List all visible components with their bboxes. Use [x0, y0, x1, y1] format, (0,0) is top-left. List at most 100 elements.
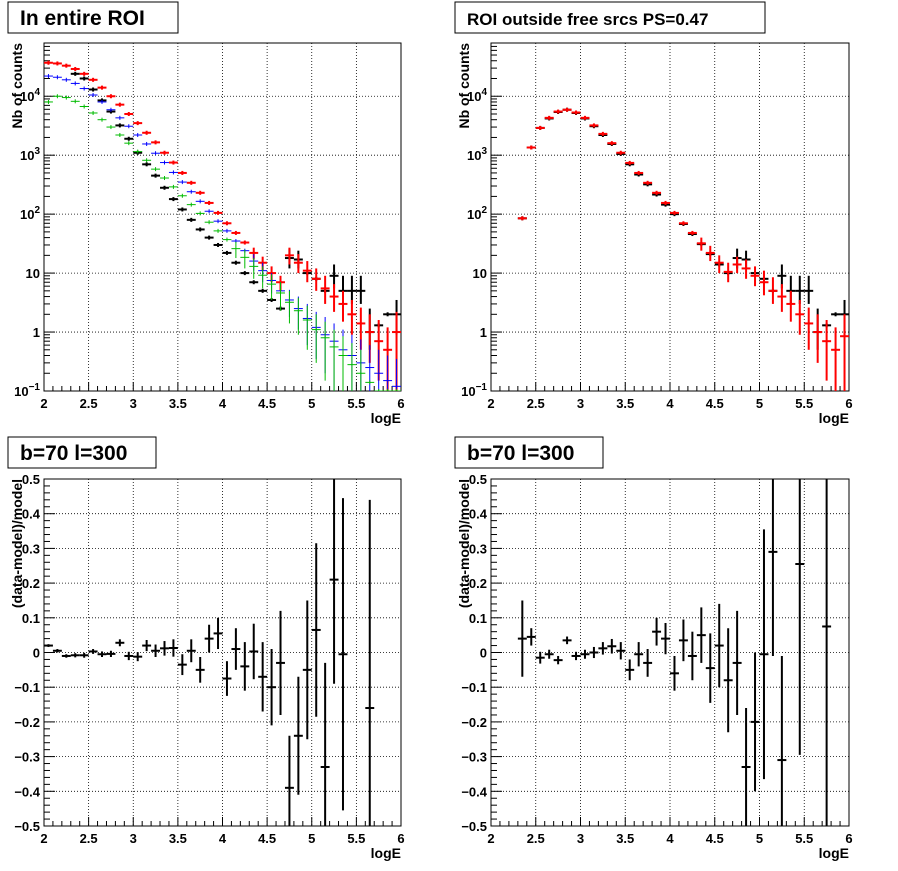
series-2 — [517, 107, 849, 391]
data-point — [258, 642, 268, 712]
x-axis-label: logE — [371, 845, 401, 861]
data-point — [151, 167, 161, 172]
x-tick-label: 6 — [397, 396, 404, 411]
x-tick-label: 4.5 — [706, 831, 724, 846]
y-tick-label: −0.3 — [461, 750, 487, 765]
data-point — [70, 66, 80, 71]
data-point — [204, 220, 214, 225]
x-tick-label: 2.5 — [527, 396, 545, 411]
y-tick-label: 103 — [467, 146, 487, 163]
data-point — [383, 355, 393, 391]
data-point — [115, 123, 125, 128]
data-point — [258, 288, 268, 293]
x-tick-label: 2.5 — [527, 831, 545, 846]
data-point — [616, 150, 626, 155]
data-point — [320, 662, 330, 826]
data-point — [133, 121, 143, 126]
data-point — [160, 641, 169, 656]
data-point — [168, 160, 178, 165]
chart-panel-3: 2 2.5 3 3.5 4 4.5 5 5.5 6logE−0.5−0.4−0.3−0.2−0.… — [7, 436, 405, 861]
y-tick-label: 0.1 — [22, 611, 40, 626]
y-tick-label: −0.4 — [14, 784, 40, 799]
data-point — [222, 661, 232, 696]
data-point — [356, 275, 366, 304]
data-point — [383, 312, 393, 317]
chart-panel-1: 2 2.5 3 3.5 4 4.5 5 5.5 6logE10−1110102103104Nb … — [7, 1, 405, 426]
data-point — [822, 479, 832, 826]
data-point — [795, 479, 805, 755]
data-point — [374, 389, 384, 391]
data-point — [222, 250, 232, 255]
x-tick-label: 3 — [577, 831, 584, 846]
data-point — [302, 600, 312, 740]
data-point — [741, 259, 751, 279]
data-point — [535, 125, 545, 130]
data-point — [562, 107, 572, 112]
data-point — [831, 312, 841, 317]
data-point — [768, 277, 778, 304]
data-point — [813, 314, 823, 363]
x-tick-label: 4 — [219, 396, 227, 411]
data-point — [44, 60, 53, 65]
data-point — [88, 92, 98, 97]
data-point — [329, 479, 339, 684]
data-point — [293, 676, 303, 795]
x-tick-label: 3 — [130, 396, 137, 411]
data-point — [670, 210, 679, 215]
x-tick-label: 4 — [219, 831, 227, 846]
data-point — [204, 235, 214, 240]
data-point — [61, 63, 71, 68]
data-point — [177, 193, 187, 198]
data-point — [535, 651, 545, 664]
series-1 — [44, 479, 375, 826]
data-point — [70, 71, 80, 76]
y-tick-label: 1 — [33, 325, 40, 340]
data-point — [231, 260, 241, 265]
data-point — [616, 642, 626, 660]
series-2 — [44, 60, 401, 391]
data-point — [293, 254, 303, 274]
data-point — [741, 708, 751, 826]
x-tick-label: 6 — [845, 831, 852, 846]
x-tick-label: 5 — [308, 396, 315, 411]
data-point — [714, 603, 724, 688]
x-tick-label: 5 — [756, 831, 763, 846]
data-layer — [44, 479, 375, 826]
data-point — [634, 170, 644, 175]
data-point — [356, 349, 366, 391]
data-point — [696, 237, 706, 251]
y-tick-label: −0.2 — [14, 715, 40, 730]
data-point — [276, 610, 285, 715]
x-tick-label: 5.5 — [795, 396, 813, 411]
y-tick-label: 102 — [467, 205, 487, 222]
x-tick-label: 3.5 — [616, 396, 634, 411]
data-point — [106, 650, 116, 658]
data-point — [79, 71, 89, 76]
title-text: b=70 l=300 — [20, 442, 127, 465]
data-point — [142, 130, 152, 135]
data-point — [374, 349, 384, 391]
data-point — [151, 151, 161, 156]
data-point — [249, 258, 259, 279]
data-point — [705, 245, 715, 262]
data-point — [589, 123, 599, 128]
data-point — [44, 74, 53, 79]
data-point — [124, 124, 134, 129]
data-point — [70, 653, 80, 658]
data-point — [840, 314, 849, 391]
y-tick-label: 0.5 — [469, 472, 487, 487]
x-tick-label: 4.5 — [258, 831, 276, 846]
data-point — [284, 290, 294, 324]
data-point — [365, 499, 375, 826]
data-point — [61, 654, 71, 658]
data-point — [714, 255, 724, 274]
data-point — [204, 624, 214, 653]
data-point — [553, 109, 563, 114]
data-point — [687, 631, 697, 681]
data-point — [267, 649, 277, 726]
title-box — [7, 1, 179, 34]
data-point — [580, 649, 590, 659]
x-tick-label: 3.5 — [616, 831, 634, 846]
